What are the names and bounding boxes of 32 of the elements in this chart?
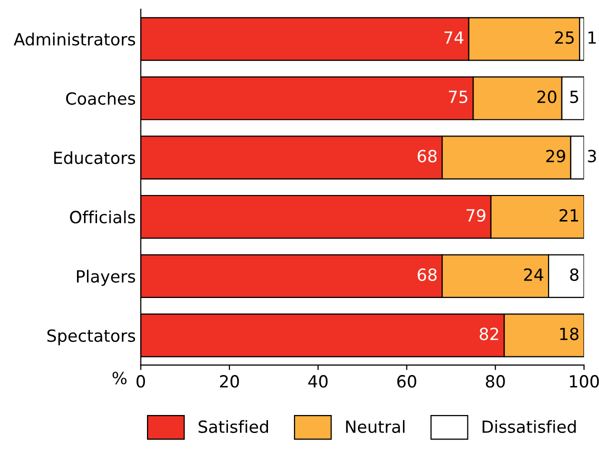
legend-label: Neutral — [346, 420, 404, 434]
data-label: 68 — [418, 268, 437, 281]
x-tick-label: 60 — [397, 375, 416, 388]
x-tick-label: 100 — [570, 375, 599, 388]
data-label: 5 — [570, 90, 578, 104]
data-label: 3 — [588, 150, 596, 162]
x-tick-label: 80 — [486, 375, 505, 388]
legend-label: Dissatisfied — [482, 420, 576, 434]
x-tick-label: 40 — [308, 375, 328, 388]
data-label: 29 — [546, 150, 566, 162]
data-label: 1 — [588, 31, 596, 44]
data-label: 24 — [524, 268, 544, 281]
y-tick-label: Coaches — [66, 92, 136, 105]
x-tick-label: 0 — [136, 375, 145, 388]
x-axis-title: % — [112, 372, 127, 384]
legend-label: Satisfied — [198, 420, 268, 434]
data-label: 20 — [537, 90, 556, 104]
data-label: 74 — [444, 31, 464, 44]
data-label: 21 — [560, 209, 578, 222]
data-label: 79 — [466, 209, 486, 222]
data-label: 8 — [570, 268, 578, 281]
y-tick-label: Players — [76, 270, 136, 286]
data-label: 82 — [480, 328, 498, 340]
y-tick-label: Officials — [70, 210, 136, 224]
data-label: 18 — [560, 328, 578, 340]
y-tick-label: Spectators — [47, 329, 136, 346]
data-label: 68 — [418, 150, 437, 162]
y-tick-label: Educators — [54, 151, 136, 164]
x-tick-label: 20 — [220, 375, 239, 388]
y-tick-label: Administrators — [14, 32, 136, 46]
data-label: 75 — [448, 90, 468, 104]
data-label: 25 — [555, 31, 574, 44]
